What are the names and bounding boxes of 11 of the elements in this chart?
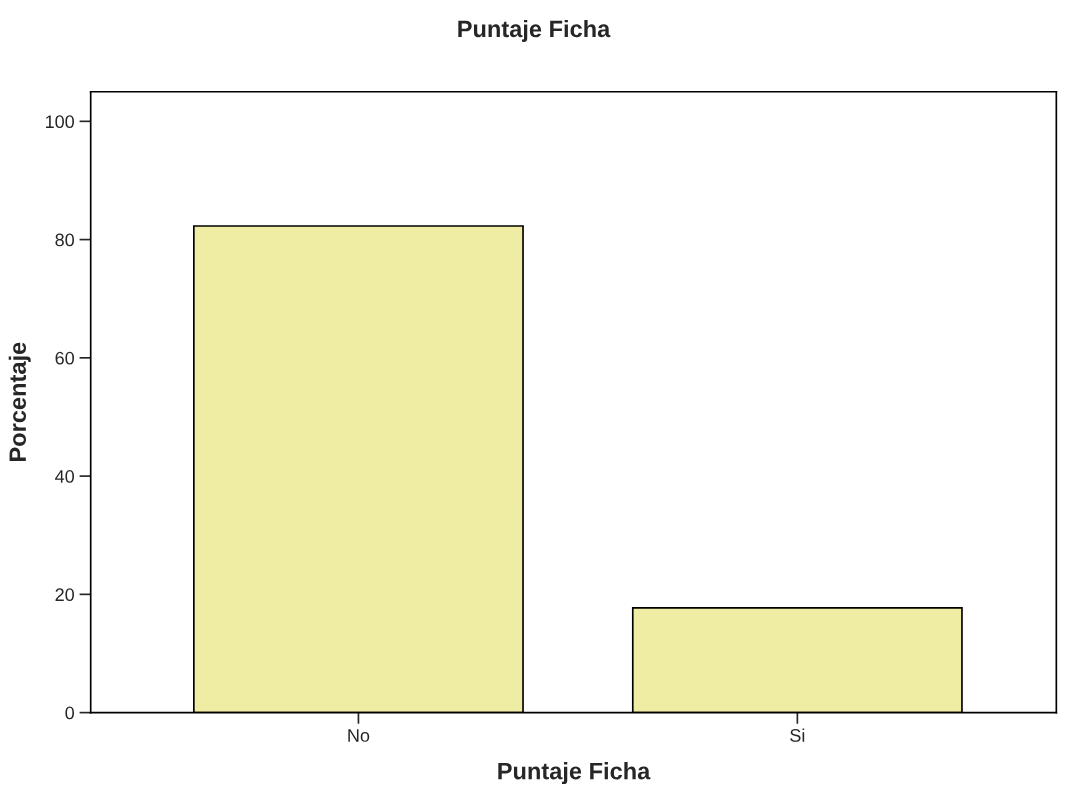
y-tick-label: 100	[45, 115, 75, 129]
x-axis-title: Puntaje Ficha	[498, 762, 651, 785]
y-tick-label: 80	[55, 233, 75, 247]
y-tick-label: 60	[55, 351, 75, 365]
y-tick-label: 40	[55, 470, 75, 483]
chart-title: Puntaje Ficha	[458, 19, 611, 42]
y-tick-label: 20	[55, 588, 75, 602]
x-tick-label: Si	[790, 728, 805, 742]
x-tick-label: No	[348, 729, 370, 742]
y-tick-label: 0	[65, 706, 75, 720]
y-axis-title: Porcentaje	[8, 342, 31, 461]
